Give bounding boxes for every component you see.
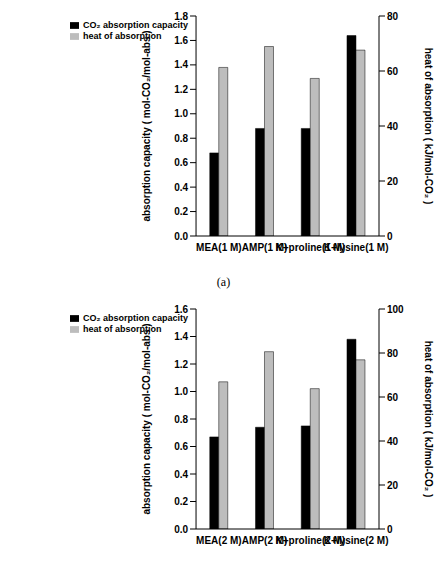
svg-text:0: 0 [387,231,393,242]
svg-text:K+lysine(1 M): K+lysine(1 M) [324,242,389,253]
svg-text:1.4: 1.4 [174,59,188,70]
svg-text:40: 40 [387,436,399,447]
svg-text:1.0: 1.0 [174,108,188,119]
svg-text:heat of absorption ( kJ/mol-CO: heat of absorption ( kJ/mol-CO₂ ) [423,341,434,498]
svg-text:K+proline(1 M): K+proline(1 M) [275,242,346,254]
svg-text:1.0: 1.0 [174,386,188,397]
svg-text:80: 80 [387,11,399,22]
svg-text:0.0: 0.0 [174,524,188,535]
svg-text:absorption capacity ( mol-CO₂/: absorption capacity ( mol-CO₂/mol-abs ) [141,30,152,221]
html-text:heat of absorption: heat of absorption [83,31,162,41]
html-text:heat of absorption: heat of absorption [83,324,162,334]
html-text:(a): (a) [216,275,231,289]
svg-text:0.0: 0.0 [174,231,188,242]
svg-text:0: 0 [387,524,393,535]
svg-text:1.6: 1.6 [174,304,188,315]
svg-text:AMP(2 M): AMP(2 M) [241,535,288,547]
svg-text:60: 60 [387,392,399,403]
svg-text:40: 40 [387,121,399,132]
svg-text:20: 20 [387,176,399,187]
svg-text:0.4: 0.4 [174,469,188,480]
svg-text:0.6: 0.6 [174,157,188,168]
svg-text:AMP(1 M): AMP(1 M) [241,242,288,254]
svg-text:60: 60 [387,66,399,77]
svg-text:20: 20 [387,480,399,491]
svg-text:1.8: 1.8 [174,11,188,22]
svg-text:0.2: 0.2 [174,496,188,507]
html-text:CO₂ absorption capacity: CO₂ absorption capacity [83,20,188,30]
svg-text:1.2: 1.2 [174,359,188,370]
svg-text:MEA(2 M): MEA(2 M) [196,535,242,546]
svg-text:0.6: 0.6 [174,441,188,452]
svg-text:1.4: 1.4 [174,331,188,342]
svg-text:100: 100 [387,304,404,315]
svg-text:K+proline(2 M): K+proline(2 M) [275,535,346,547]
svg-text:1.6: 1.6 [174,35,188,46]
svg-text:80: 80 [387,348,399,359]
html-text:CO₂ absorption capacity: CO₂ absorption capacity [83,313,188,323]
svg-text:0.2: 0.2 [174,206,188,217]
svg-text:K+lysine(2 M): K+lysine(2 M) [324,535,389,546]
svg-text:1.2: 1.2 [174,84,188,95]
svg-text:0.4: 0.4 [174,182,188,193]
svg-text:0.8: 0.8 [174,133,188,144]
svg-text:0.8: 0.8 [174,414,188,425]
svg-text:MEA(1 M): MEA(1 M) [196,242,242,253]
svg-text:heat of absorption ( kJ/mol-CO: heat of absorption ( kJ/mol-CO₂ ) [423,48,434,205]
svg-text:absorption capacity ( mol-CO₂/: absorption capacity ( mol-CO₂/mol-abs ) [141,323,152,514]
